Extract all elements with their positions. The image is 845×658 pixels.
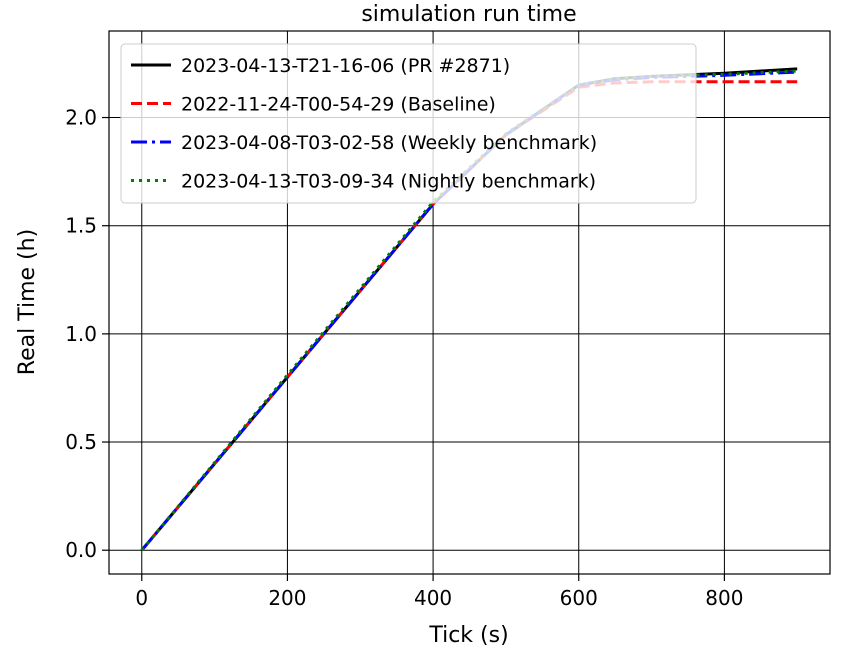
x-tick-label: 200 [268,586,306,610]
x-tick-label: 0 [135,586,148,610]
y-tick-label: 0.5 [65,430,97,454]
legend-box [120,43,697,204]
legend-label-4: 2023-04-13-T03-09-34 (Nightly benchmark) [181,171,596,193]
y-tick-label: 1.0 [65,322,97,346]
legend: 2023-04-13-T21-16-06 (PR #2871) 2022-11-2… [120,43,697,204]
y-tick-label: 2.0 [65,106,97,130]
y-axis-label: Real Time (h) [15,229,40,375]
x-tick-label: 400 [414,586,452,610]
x-tick-label: 600 [560,586,598,610]
axis-ticks: 0 200 400 600 800 0.0 0.5 1.0 1.5 2.0 [65,106,743,610]
plot-frame [108,30,831,575]
y-tick-label: 0.0 [65,538,97,562]
y-tick-label: 1.5 [65,214,97,238]
legend-label-3: 2023-04-08-T03-02-58 (Weekly benchmark) [181,132,597,154]
chart-title: simulation run time [361,2,576,27]
legend-label-1: 2023-04-13-T21-16-06 (PR #2871) [181,55,510,77]
grid [109,31,830,574]
legend-label-2: 2022-11-24-T00-54-29 (Baseline) [181,94,496,116]
x-axis-label: Tick (s) [428,623,508,648]
x-tick-label: 800 [705,586,743,610]
